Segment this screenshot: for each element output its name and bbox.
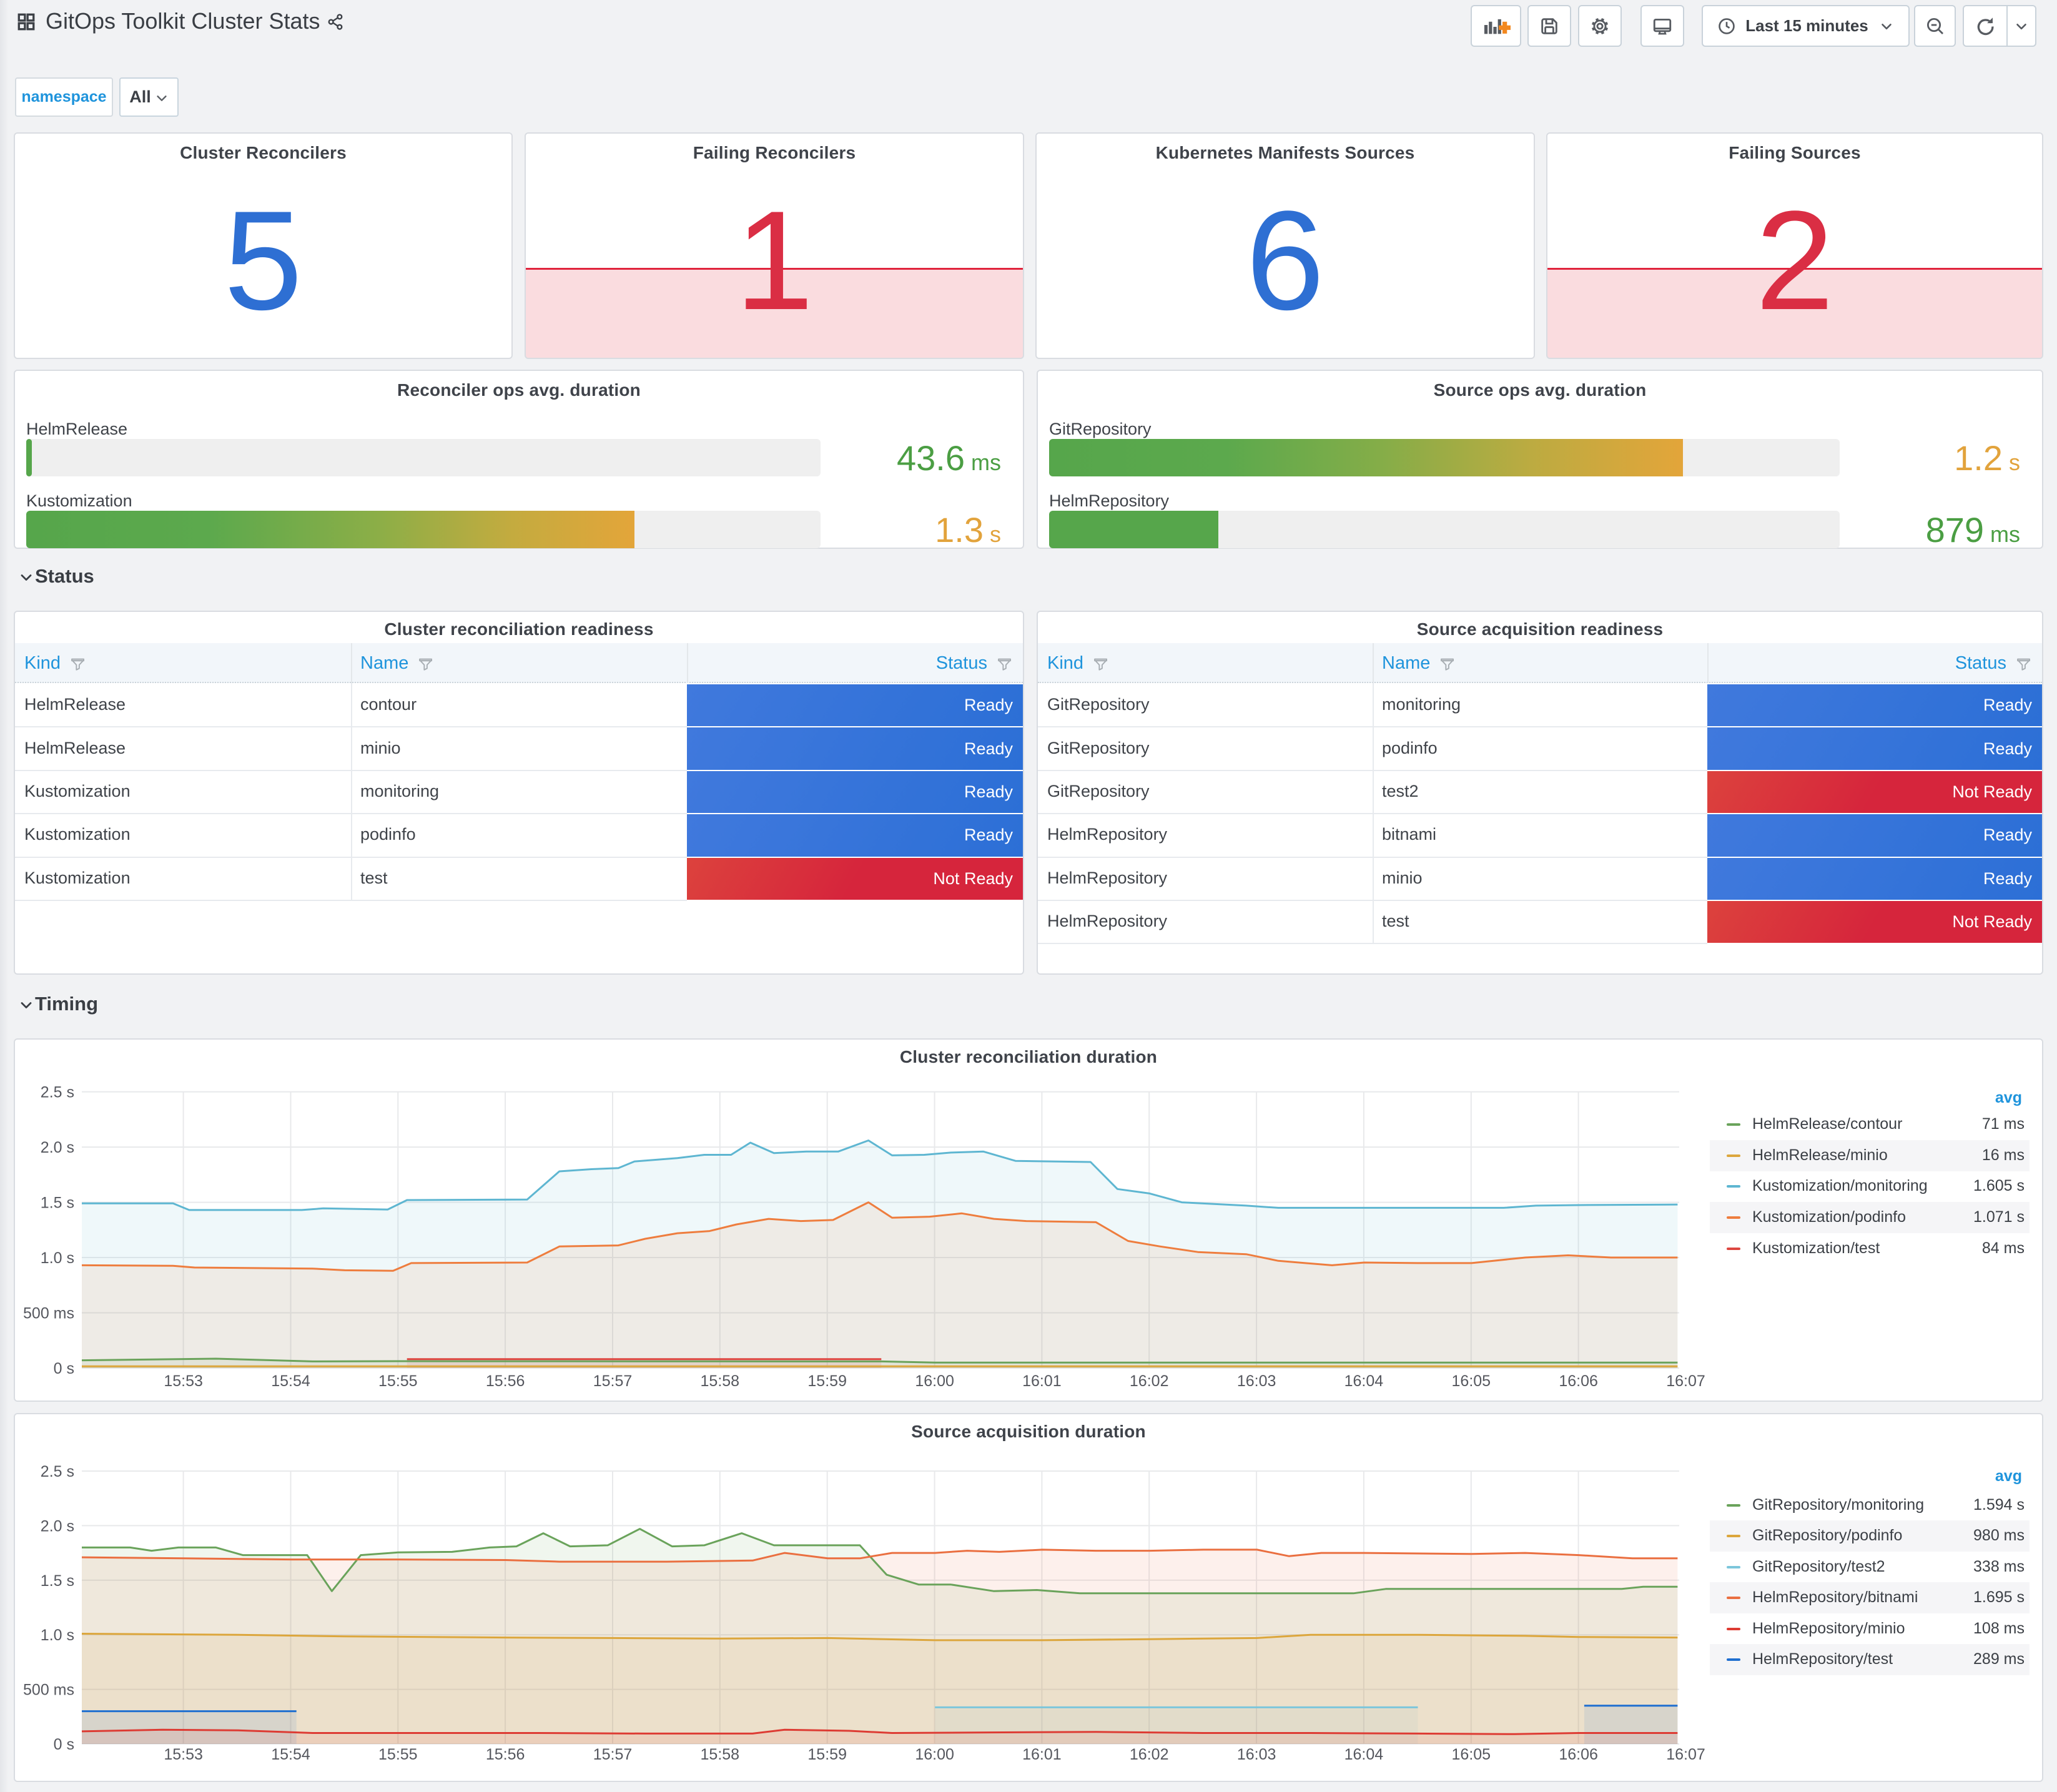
svg-text:500 ms: 500 ms — [23, 1681, 74, 1699]
svg-text:16:04: 16:04 — [1344, 1372, 1384, 1390]
svg-text:15:53: 15:53 — [164, 1372, 203, 1390]
svg-text:16:02: 16:02 — [1130, 1372, 1169, 1390]
svg-text:1.5 s: 1.5 s — [41, 1194, 74, 1212]
svg-text:2.0 s: 2.0 s — [41, 1139, 74, 1156]
svg-text:16:07: 16:07 — [1666, 1746, 1705, 1763]
svg-text:15:56: 15:56 — [486, 1372, 525, 1390]
svg-text:16:05: 16:05 — [1452, 1372, 1491, 1390]
svg-text:1.5 s: 1.5 s — [41, 1572, 74, 1590]
svg-text:16:06: 16:06 — [1559, 1746, 1598, 1763]
svg-text:16:03: 16:03 — [1237, 1746, 1276, 1763]
svg-text:500 ms: 500 ms — [23, 1305, 74, 1322]
svg-text:15:58: 15:58 — [701, 1372, 740, 1390]
svg-text:16:05: 16:05 — [1452, 1746, 1491, 1763]
svg-text:16:02: 16:02 — [1130, 1746, 1169, 1763]
svg-text:15:57: 15:57 — [593, 1372, 633, 1390]
svg-text:0 s: 0 s — [54, 1360, 74, 1377]
svg-text:16:01: 16:01 — [1022, 1746, 1062, 1763]
svg-text:2.5 s: 2.5 s — [41, 1084, 74, 1101]
svg-text:16:00: 16:00 — [915, 1372, 954, 1390]
svg-text:15:53: 15:53 — [164, 1746, 203, 1763]
svg-text:16:03: 16:03 — [1237, 1372, 1276, 1390]
svg-text:0 s: 0 s — [54, 1736, 74, 1753]
svg-text:15:57: 15:57 — [593, 1746, 633, 1763]
svg-text:15:56: 15:56 — [486, 1746, 525, 1763]
svg-text:15:59: 15:59 — [807, 1746, 847, 1763]
svg-text:1.0 s: 1.0 s — [41, 1249, 74, 1267]
svg-text:15:59: 15:59 — [807, 1372, 847, 1390]
svg-text:15:55: 15:55 — [378, 1746, 418, 1763]
svg-text:2.5 s: 2.5 s — [41, 1463, 74, 1480]
svg-text:16:07: 16:07 — [1666, 1372, 1705, 1390]
svg-text:15:58: 15:58 — [701, 1746, 740, 1763]
svg-text:16:06: 16:06 — [1559, 1372, 1598, 1390]
svg-text:1.0 s: 1.0 s — [41, 1627, 74, 1644]
svg-text:2.0 s: 2.0 s — [41, 1517, 74, 1535]
svg-text:15:54: 15:54 — [271, 1746, 310, 1763]
svg-text:16:00: 16:00 — [915, 1746, 954, 1763]
svg-text:16:01: 16:01 — [1022, 1372, 1062, 1390]
svg-text:15:55: 15:55 — [378, 1372, 418, 1390]
svg-text:15:54: 15:54 — [271, 1372, 310, 1390]
svg-text:16:04: 16:04 — [1344, 1746, 1384, 1763]
